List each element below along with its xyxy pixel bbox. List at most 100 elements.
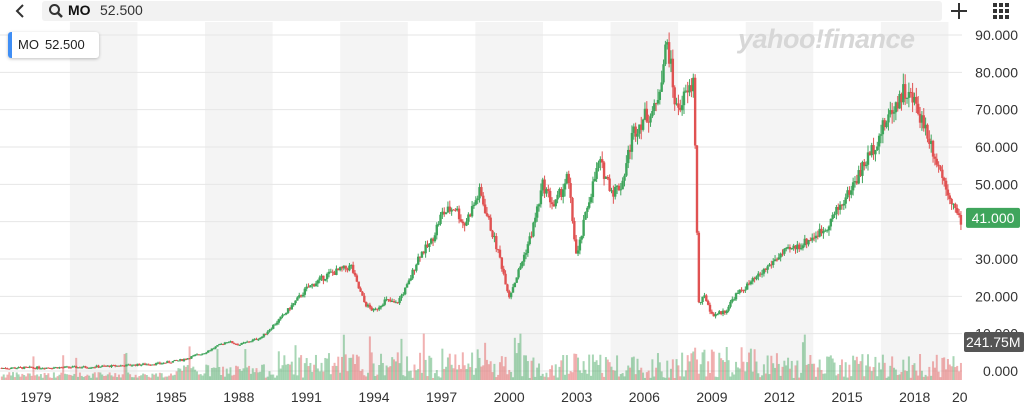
x-tick-label: 1982 [88,389,119,405]
candle-body [798,244,801,250]
add-comparison-button[interactable] [948,0,970,22]
candle-body [188,358,191,360]
volume-bar [166,376,169,380]
volume-bar [261,364,264,380]
volume-bar [190,368,193,380]
volume-bar [422,333,425,380]
volume-bar [614,370,617,380]
volume-bar [526,361,529,380]
candle-body [266,331,269,334]
y-tick-label: 20.000 [975,288,1018,304]
volume-bar [474,368,477,380]
candle-body [772,261,775,265]
volume-bar [329,374,332,380]
candle-body [381,304,385,306]
candle-body [556,194,559,200]
candle-body [480,187,483,196]
candle-body [489,217,492,231]
candle-body [463,223,466,226]
volume-bar [855,356,858,380]
x-tick-label: 1994 [358,389,389,405]
volume-bar [248,365,251,380]
candle-body [829,218,833,227]
volume-bar [554,364,557,380]
candle-body [335,268,338,275]
volume-bar [368,336,371,380]
candle-body [636,133,639,137]
volume-bar [577,357,580,380]
volume-bar [153,374,156,380]
candle-body [589,197,593,203]
back-button[interactable] [10,1,32,21]
volume-bar [889,365,892,380]
volume-bar [844,362,847,380]
candle-body [288,308,292,310]
volume-bar [948,364,951,380]
volume-bar [409,370,412,380]
candle-body [216,345,219,347]
volume-bar [82,377,85,380]
candle-body [844,197,847,204]
candle-body [738,289,741,293]
candle-body [929,140,933,144]
candle-body [894,102,898,113]
volume-bar [238,369,241,380]
volume-bar [56,376,59,380]
volume-bar [498,362,501,380]
candle-body [344,265,347,269]
volume-bar [772,363,775,380]
volume-bar [54,377,57,380]
candle-body [846,190,849,198]
candle-body [351,264,355,273]
volume-bar [945,369,948,380]
candle-body [127,364,130,366]
candle-body [864,164,868,167]
volume-bar [147,376,150,380]
x-tick-label: 1997 [426,389,457,405]
volume-bar [138,376,141,380]
volume-bar [853,360,856,380]
volume-bar [272,374,275,380]
candle-body [93,367,96,369]
candle-body [504,273,507,285]
volume-bar [121,374,124,380]
volume-bar [599,354,602,380]
x-tick-label: 2003 [561,389,592,405]
volume-bar [636,358,639,380]
symbol-search-field[interactable]: MO 52.500 [42,1,942,21]
volume-bar [539,375,542,380]
apps-menu-button[interactable] [990,0,1012,22]
volume-bar [612,370,615,380]
candle-body [524,253,528,255]
candle-body [125,364,128,367]
candle-body [900,93,903,103]
candle-body [441,211,444,215]
volume-bar [84,376,87,380]
candle-body [528,236,531,245]
legend-chip[interactable]: MO 52.500 [8,32,99,58]
volume-bar [465,368,468,380]
candle-body [377,307,381,310]
candle-body [602,162,606,179]
volume-bar [132,377,135,380]
candle-body [312,284,316,287]
candle-body [60,367,63,369]
volume-label: 241.75M [966,334,1020,350]
candle-body [519,266,522,270]
y-tick-label: 90.000 [975,27,1018,43]
candle-body [734,293,738,300]
volume-bar [458,364,461,380]
volume-bar [64,373,67,380]
volume-bar [660,371,663,380]
candle-body [509,292,513,298]
candle-body [210,348,214,351]
candle-body [508,291,511,298]
candle-body [63,366,67,368]
candle-body [931,140,935,157]
volume-bar [156,376,159,380]
volume-bar [281,365,284,380]
candle-body [634,126,637,137]
candle-body [582,219,585,236]
volume-bar [407,371,410,380]
